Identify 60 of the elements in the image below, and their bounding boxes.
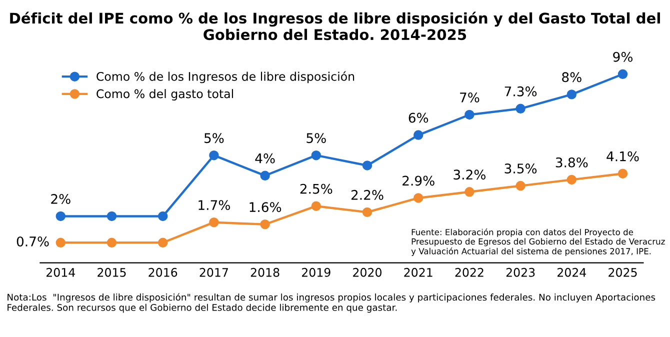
x-tick-label: 2016: [148, 268, 178, 277]
data-label: 7%: [460, 92, 480, 102]
data-label: 2.9%: [402, 176, 434, 186]
point: [618, 168, 628, 178]
point: [413, 193, 424, 203]
point: [413, 130, 424, 140]
point: [158, 238, 168, 248]
data-label: 2.2%: [351, 190, 384, 200]
x-tick-label: 2022: [455, 268, 484, 277]
point: [56, 211, 66, 222]
data-label: 6%: [408, 112, 428, 123]
data-label: 4%: [255, 153, 275, 164]
point: [464, 110, 474, 120]
point: [158, 211, 168, 222]
x-tick-label: 2015: [98, 268, 126, 277]
point: [311, 201, 322, 211]
data-label: 1.7%: [198, 200, 230, 210]
point: [516, 104, 526, 114]
data-label: 4.1%: [606, 151, 639, 162]
point: [209, 150, 219, 160]
point: [209, 217, 219, 228]
data-label: 1.6%: [250, 202, 282, 212]
data-label: 2%: [51, 194, 70, 204]
x-tick-label: 2024: [558, 268, 586, 277]
text: Nota:Los "Ingresos de libre disposición" resultan de sumar los ingresos propios locales y participaciones federales. No incluyen Aportaciones Federales. Son recursos que el Gobierno del Estado decide libremente en que gastar.: [8, 293, 656, 313]
legend-label: Como % de los Ingresos de libre disposición: [96, 71, 354, 84]
data-label: 5%: [204, 133, 224, 144]
data-label: 3.2%: [454, 170, 486, 180]
point: [260, 170, 270, 181]
point: [106, 211, 117, 222]
data-label: 0.7%: [16, 236, 49, 246]
point: [618, 69, 628, 79]
legend-label: Como % del gasto total: [96, 89, 234, 101]
point: [362, 160, 372, 170]
x-tick-label: 2014: [46, 268, 75, 277]
x-tick-label: 2019: [302, 268, 330, 277]
point: [566, 174, 577, 185]
point: [260, 220, 270, 230]
data-label: 8%: [562, 72, 582, 82]
x-tick-label: 2021: [404, 268, 432, 277]
x-tick-label: 2017: [200, 268, 228, 277]
data-label: 5%: [306, 133, 326, 144]
point: [566, 90, 577, 100]
data-label: 3.8%: [556, 157, 588, 168]
data-label: 2.5%: [300, 184, 332, 194]
x-tick-label: 2018: [250, 268, 280, 277]
x-tick-label: 2020: [353, 268, 382, 277]
point: [464, 187, 474, 197]
point: [56, 238, 66, 248]
point: [516, 180, 526, 191]
data-label: 3.5%: [504, 164, 537, 174]
chart-title: Déficit del IPE como % de los Ingresos de libre disposición y del Gasto Total del Gobierno del Estado. 2014-2025: [10, 12, 660, 40]
data-label: 7.3%: [504, 86, 537, 96]
x-tick-label: 2023: [506, 268, 535, 277]
point: [362, 207, 372, 218]
point: [106, 238, 117, 248]
x-tick-label: 2025: [608, 268, 637, 277]
annotation: Fuente: Elaboración propia con datos del Proyecto de Presupuesto de Egresos del Gobierno del Estado de Veracruz y Valuación Actuarial del sistema de pensiones 2017, IPE.: [411, 228, 665, 256]
point: [311, 150, 322, 160]
data-label: 9%: [613, 52, 632, 62]
